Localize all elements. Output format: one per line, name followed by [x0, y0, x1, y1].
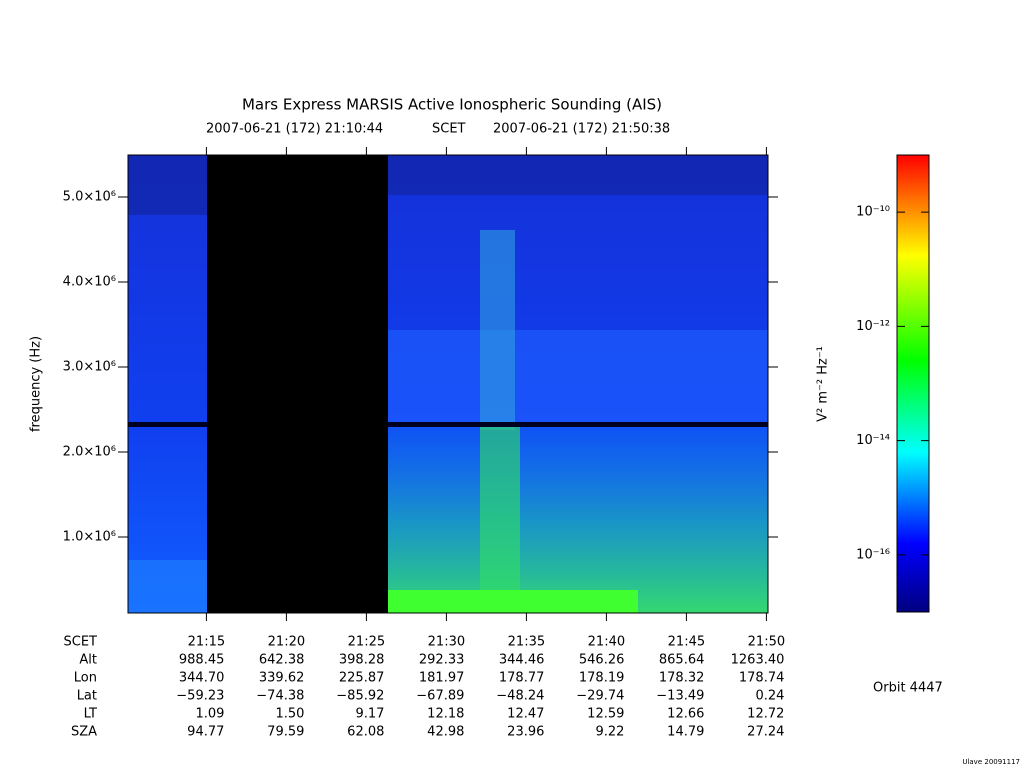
ephemeris-value: −29.74 — [576, 689, 624, 704]
y-tick-label: 1.0×10⁶ — [63, 530, 116, 545]
y-tick-label: 3.0×10⁶ — [63, 359, 116, 374]
ephemeris-value: −59.23 — [176, 689, 224, 704]
ephemeris-value: 178.19 — [579, 671, 625, 686]
ephemeris-value: −85.92 — [336, 689, 384, 704]
ephemeris-value: 94.77 — [187, 725, 224, 740]
ephemeris-value: 178.32 — [659, 671, 705, 686]
x-tick-label: 21:25 — [348, 635, 385, 650]
y-tick-label: 4.0×10⁶ — [63, 274, 116, 289]
x-tick-label: 21:20 — [268, 635, 305, 650]
ephemeris-value: 865.64 — [659, 653, 705, 668]
ephemeris-value: 12.72 — [747, 707, 784, 722]
colorbar-tick-label: 10⁻¹² — [856, 319, 890, 334]
ephemeris-value: 642.38 — [259, 653, 305, 668]
x-tick-label: 21:45 — [668, 635, 705, 650]
spectrogram-image — [128, 155, 768, 613]
x-tick-label: 21:15 — [188, 635, 225, 650]
ephemeris-row-label: SZA — [71, 725, 97, 740]
ephemeris-value: 1263.40 — [731, 653, 785, 668]
ephemeris-value: 988.45 — [179, 653, 225, 668]
ephemeris-value: 344.46 — [499, 653, 545, 668]
ephemeris-value: −74.38 — [256, 689, 304, 704]
ephemeris-value: 12.18 — [427, 707, 464, 722]
ephemeris-value: 178.77 — [499, 671, 545, 686]
credit: Ulave 20091117 — [962, 758, 1020, 766]
x-tick-label: 21:50 — [748, 635, 785, 650]
ephemeris-value: 181.97 — [419, 671, 465, 686]
ephemeris-value: 62.08 — [347, 725, 384, 740]
ephemeris-value: 9.22 — [595, 725, 624, 740]
colorbar-tick-label: 10⁻¹⁴ — [856, 433, 890, 448]
ephemeris-value: 0.24 — [755, 689, 784, 704]
ephemeris-value: 42.98 — [427, 725, 464, 740]
ephemeris-row-label: Lat — [77, 689, 97, 704]
y-tick-label: 2.0×10⁶ — [63, 445, 116, 460]
ephemeris-value: −13.49 — [656, 689, 704, 704]
orbit-label: Orbit 4447 — [873, 681, 943, 696]
ephemeris-value: 27.24 — [747, 725, 784, 740]
ephemeris-value: 1.50 — [275, 707, 304, 722]
y-tick-label: 5.0×10⁶ — [63, 189, 116, 204]
ephemeris-value: 23.96 — [507, 725, 544, 740]
ephemeris-value: −67.89 — [416, 689, 464, 704]
ephemeris-value: 12.66 — [667, 707, 704, 722]
ephemeris-value: 344.70 — [179, 671, 225, 686]
ephemeris-value: 292.33 — [419, 653, 465, 668]
ephemeris-value: 225.87 — [339, 671, 385, 686]
ephemeris-value: 12.59 — [587, 707, 624, 722]
ephemeris-value: 12.47 — [507, 707, 544, 722]
ephemeris-value: 339.62 — [259, 671, 305, 686]
time-system: SCET — [432, 122, 466, 137]
ephemeris-row-label: LT — [84, 707, 97, 722]
ephemeris-value: −48.24 — [496, 689, 544, 704]
y-axis-label: frequency (Hz) — [29, 336, 44, 432]
end-time: 2007-06-21 (172) 21:50:38 — [493, 122, 670, 137]
ephemeris-value: 398.28 — [339, 653, 385, 668]
ephemeris-value: 9.17 — [355, 707, 384, 722]
ephemeris-value: 79.59 — [267, 725, 304, 740]
ephemeris-value: 14.79 — [667, 725, 704, 740]
plot-frame — [127, 154, 769, 614]
ephemeris-row-label: Alt — [79, 653, 97, 668]
x-tick-label: 21:35 — [508, 635, 545, 650]
x-tick-label: 21:40 — [588, 635, 625, 650]
colorbar-label: V² m⁻² Hz⁻¹ — [816, 346, 831, 422]
chart-title: Mars Express MARSIS Active Ionospheric S… — [242, 96, 662, 114]
ephemeris-value: 178.74 — [739, 671, 785, 686]
x-tick-label: 21:30 — [428, 635, 465, 650]
ephemeris-value: 1.09 — [195, 707, 224, 722]
ephemeris-row-label: Lon — [74, 671, 97, 686]
colorbar — [896, 154, 930, 613]
ephemeris-row-label: SCET — [64, 635, 98, 650]
colorbar-tick-label: 10⁻¹⁰ — [856, 205, 890, 220]
ephemeris-value: 546.26 — [579, 653, 625, 668]
start-time: 2007-06-21 (172) 21:10:44 — [206, 122, 383, 137]
colorbar-tick-label: 10⁻¹⁶ — [856, 547, 890, 562]
